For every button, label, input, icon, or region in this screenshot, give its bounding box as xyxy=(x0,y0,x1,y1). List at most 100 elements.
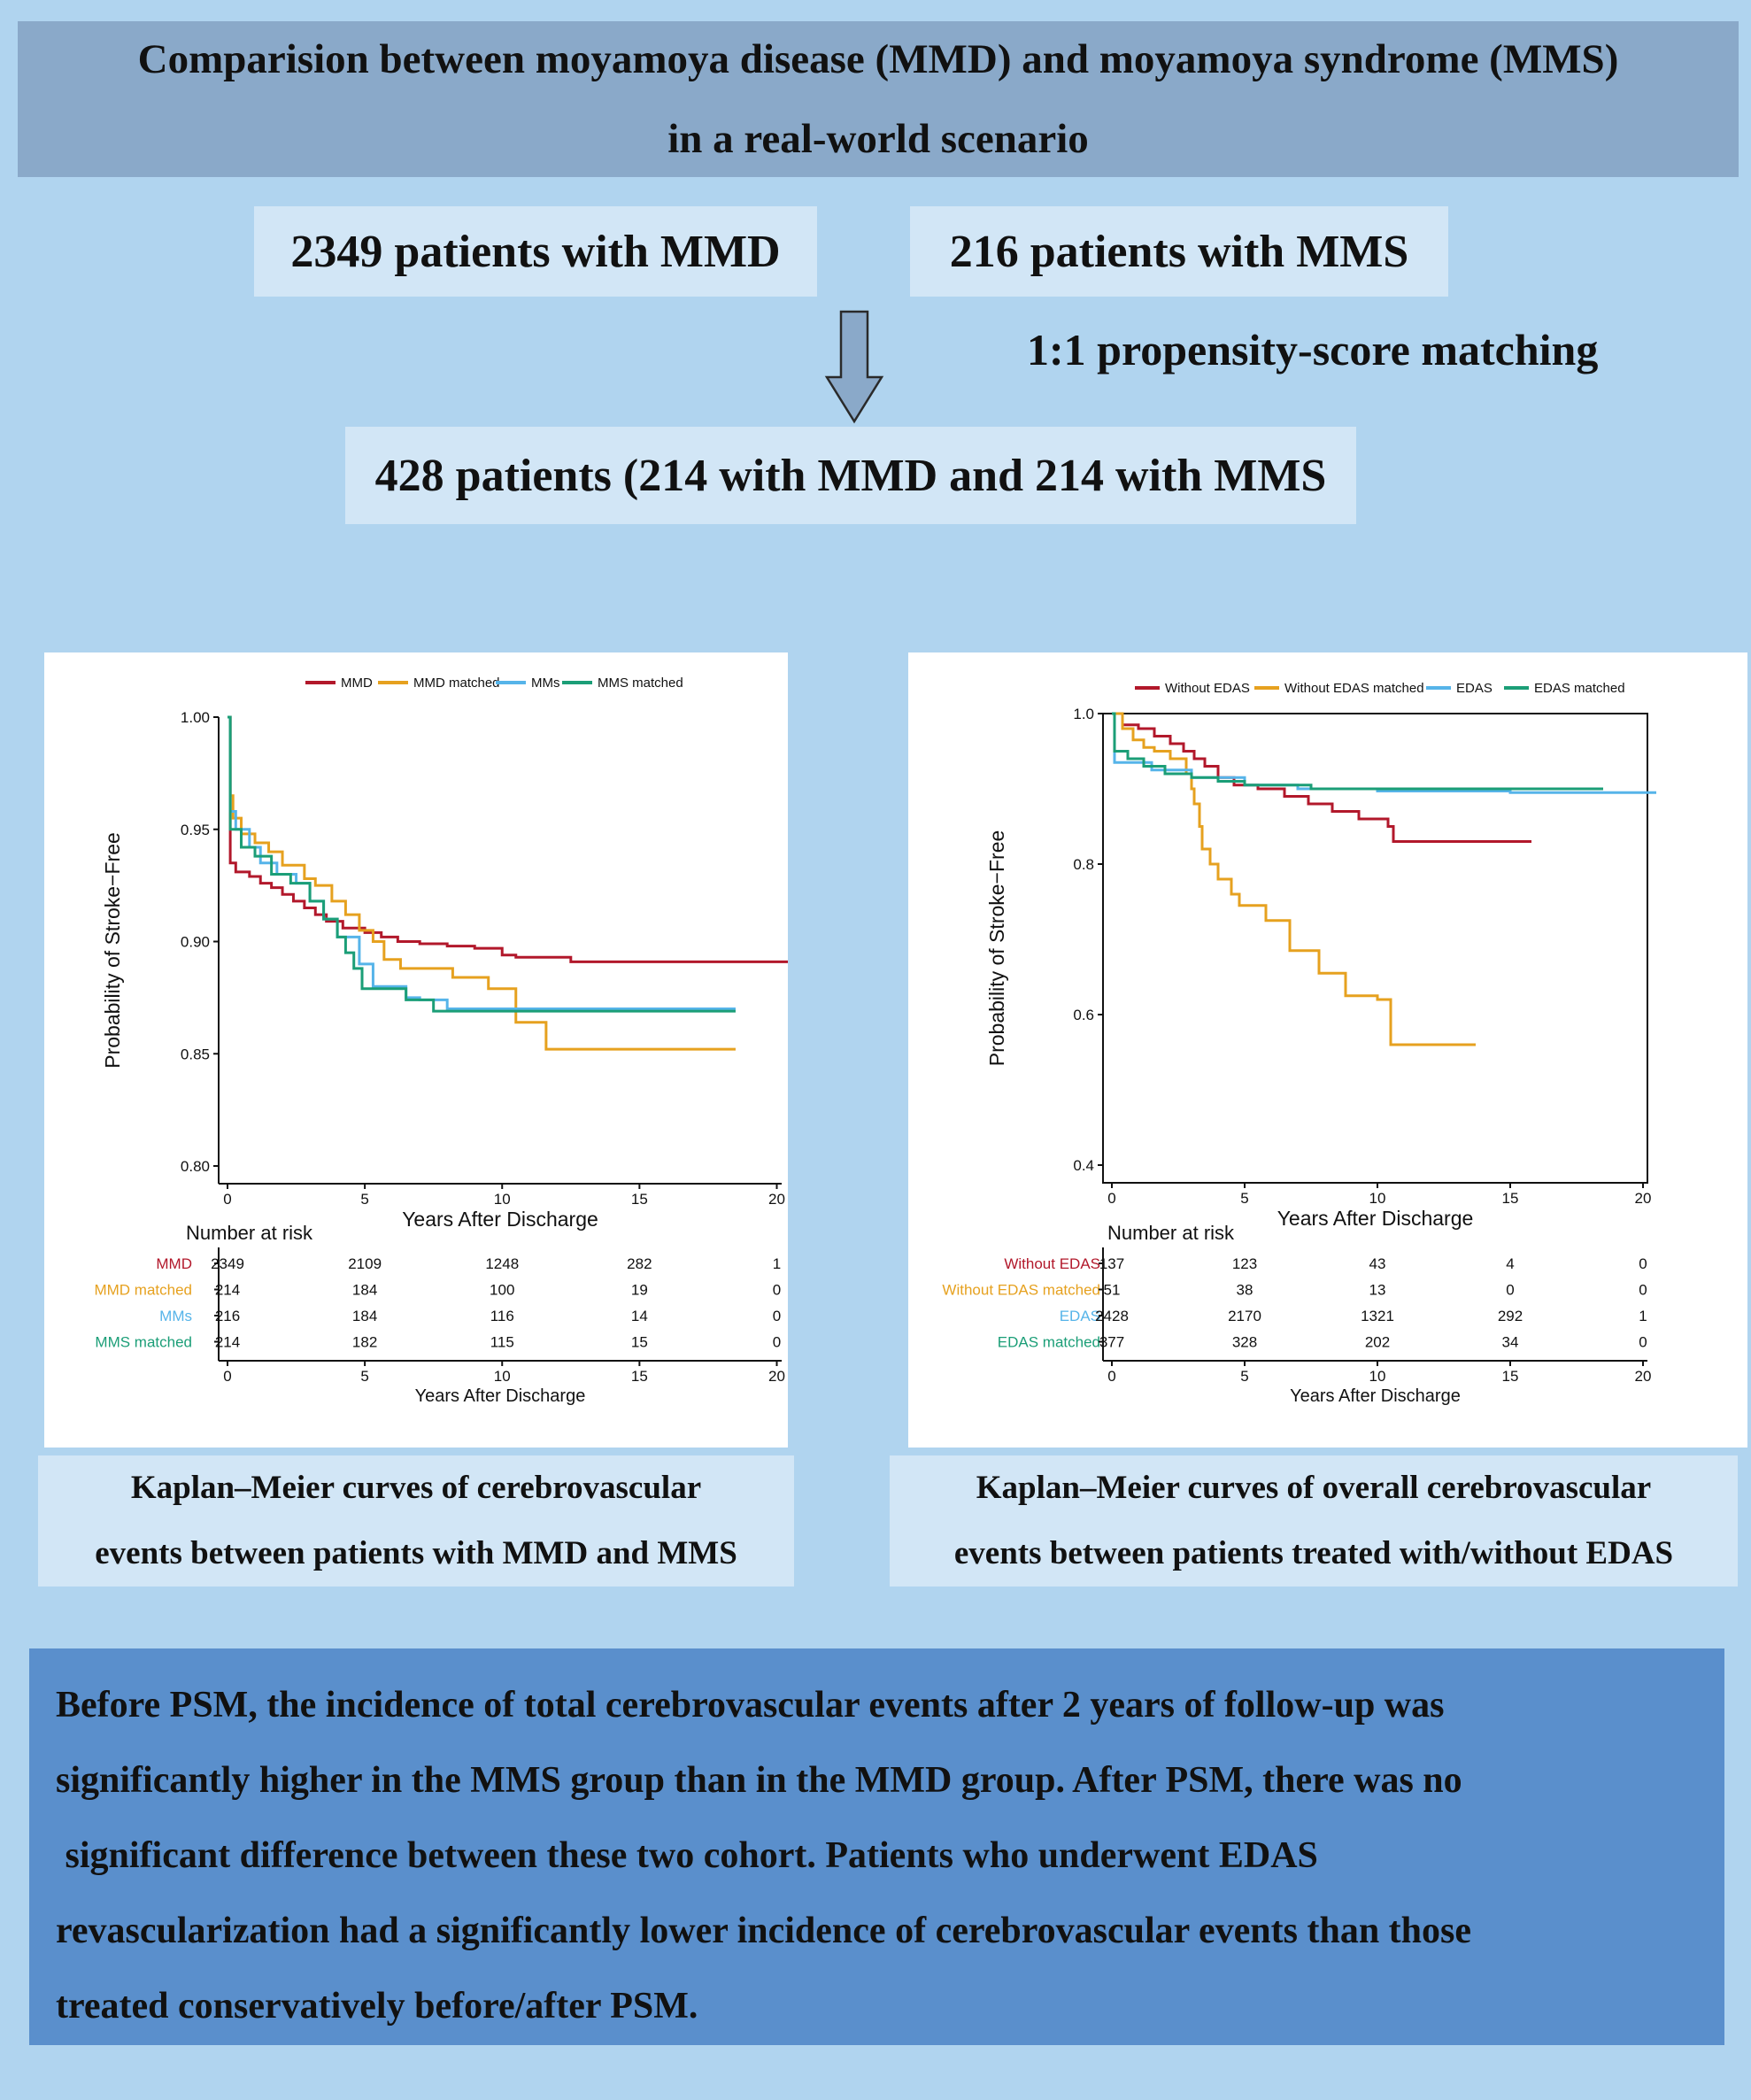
risk-value: 0 xyxy=(1639,1282,1647,1299)
km-curve-edas-matched xyxy=(1112,712,1603,791)
caption-right-line-1: Kaplan–Meier curves of overall cerebrova… xyxy=(976,1470,1652,1506)
risk-value: 123 xyxy=(1232,1255,1257,1272)
risk-value: 0 xyxy=(773,1308,781,1324)
legend-label: Without EDAS matched xyxy=(1284,681,1424,696)
risk-row-label: MMD xyxy=(156,1255,192,1272)
risk-value: 100 xyxy=(490,1282,514,1299)
risk-value: 38 xyxy=(1237,1282,1253,1299)
risk-row-label: MMs xyxy=(159,1308,192,1324)
risk-x-tick-label: 15 xyxy=(1502,1368,1519,1385)
matched-patients-box: 428 patients (214 with MMD and 214 with … xyxy=(345,427,1356,524)
risk-value: 282 xyxy=(627,1255,652,1272)
x-tick-label: 0 xyxy=(223,1191,231,1208)
mmd-patients-box: 2349 patients with MMD xyxy=(254,206,817,297)
x-tick-label: 20 xyxy=(768,1191,785,1208)
risk-x-tick-label: 10 xyxy=(494,1368,511,1385)
plot-frame xyxy=(1102,713,1648,1184)
legend-label: MMD matched xyxy=(413,676,500,691)
risk-x-axis-title: Years After Discharge xyxy=(415,1386,586,1406)
risk-value: 115 xyxy=(490,1334,514,1351)
caption-right-line-2: events between patients treated with/wit… xyxy=(953,1535,1674,1571)
title-line-2: in a real-world scenario xyxy=(667,116,1089,162)
summary-box: Before PSM, the incidence of total cereb… xyxy=(29,1648,1724,2045)
km-curve-without-edas-matched xyxy=(1112,712,1476,1046)
y-tick-label: 0.90 xyxy=(181,934,210,951)
risk-value: 2428 xyxy=(1095,1308,1129,1324)
risk-x-tick-label: 20 xyxy=(768,1368,785,1385)
risk-value: 377 xyxy=(1099,1334,1124,1351)
caption-right: Kaplan–Meier curves of overall cerebrova… xyxy=(890,1455,1738,1587)
risk-row-label: EDAS matched xyxy=(998,1334,1100,1351)
km-chart-mmd-mms: MMD MMD matched MMs MMS matched 0.80 0.85 0.90… xyxy=(44,652,791,1448)
risk-row-label: MMD matched xyxy=(94,1282,192,1299)
y-tick-label: 0.4 xyxy=(1073,1157,1094,1174)
y-tick-label: 1.00 xyxy=(181,709,210,726)
risk-row-label: EDAS xyxy=(1060,1308,1100,1324)
risk-value: 34 xyxy=(1502,1334,1519,1351)
x-tick-label: 10 xyxy=(1369,1190,1386,1207)
km-curve-mms-matched xyxy=(228,715,736,1013)
title-banner: Comparision between moyamoya disease (MM… xyxy=(18,21,1739,177)
caption-left-line-2: events between patients with MMD and MMS xyxy=(95,1535,737,1571)
legend-label: MMs xyxy=(531,676,560,691)
risk-value: 0 xyxy=(773,1334,781,1351)
y-tick-label: 0.80 xyxy=(181,1158,210,1175)
risk-x-axis-title: Years After Discharge xyxy=(1290,1386,1461,1406)
km-chart-edas: Without EDAS Without EDAS matched EDAS EDAS… xyxy=(908,652,1747,1448)
psm-label: 1:1 propensity-score matching xyxy=(1027,325,1599,374)
x-tick-label: 0 xyxy=(1107,1190,1115,1207)
risk-value: 0 xyxy=(773,1282,781,1299)
legend-label: MMD xyxy=(341,676,373,691)
summary-line-4: revascularization had a significantly lo… xyxy=(56,1911,1472,1951)
km-curve-without-edas xyxy=(1112,712,1531,843)
risk-value: 184 xyxy=(352,1308,377,1324)
y-tick-label: 0.95 xyxy=(181,822,210,838)
caption-left-line-1: Kaplan–Meier curves of cerebrovascular xyxy=(130,1470,702,1506)
risk-value: 2349 xyxy=(211,1255,244,1272)
legend-label: EDAS matched xyxy=(1534,681,1625,696)
risk-row-label: Without EDAS matched xyxy=(942,1282,1100,1299)
risk-value: 1321 xyxy=(1361,1308,1394,1324)
x-tick-label: 5 xyxy=(1240,1190,1248,1207)
title-line-1: Comparision between moyamoya disease (MM… xyxy=(137,36,1619,82)
legend-label: MMS matched xyxy=(598,676,683,691)
risk-x-tick-label: 10 xyxy=(1369,1368,1386,1385)
summary-line-2: significantly higher in the MMS group th… xyxy=(56,1760,1462,1801)
risk-value: 184 xyxy=(352,1282,377,1299)
risk-value: 1 xyxy=(773,1255,781,1272)
y-tick-label: 0.6 xyxy=(1073,1007,1094,1023)
x-tick-label: 5 xyxy=(360,1191,368,1208)
risk-value: 216 xyxy=(215,1308,240,1324)
risk-value: 2170 xyxy=(1228,1308,1261,1324)
risk-value: 202 xyxy=(1365,1334,1390,1351)
y-tick-label: 0.8 xyxy=(1073,856,1094,873)
mms-patients-box: 216 patients with MMS xyxy=(910,206,1448,297)
summary-line-5: treated conservatively before/after PSM. xyxy=(56,1986,698,2027)
risk-value: 51 xyxy=(1104,1282,1121,1299)
x-axis-title: Years After Discharge xyxy=(1277,1207,1474,1230)
km-chart-svg-2: Without EDAS Without EDAS matched EDAS EDAS… xyxy=(942,681,1656,1406)
risk-x-tick-label: 20 xyxy=(1635,1368,1652,1385)
risk-x-tick-label: 5 xyxy=(360,1368,368,1385)
y-tick-label: 0.85 xyxy=(181,1046,210,1062)
caption-left: Kaplan–Meier curves of cerebrovascular e… xyxy=(38,1455,794,1587)
summary-line-1: Before PSM, the incidence of total cereb… xyxy=(56,1685,1445,1726)
risk-value: 137 xyxy=(1099,1255,1124,1272)
risk-value: 43 xyxy=(1369,1255,1386,1272)
risk-value: 116 xyxy=(490,1308,514,1324)
km-curve-mms xyxy=(228,715,736,1011)
risk-value: 2109 xyxy=(348,1255,382,1272)
risk-value: 0 xyxy=(1639,1334,1647,1351)
risk-x-tick-label: 5 xyxy=(1240,1368,1248,1385)
risk-value: 214 xyxy=(215,1334,240,1351)
risk-value: 328 xyxy=(1232,1334,1257,1351)
risk-value: 1 xyxy=(1639,1308,1647,1324)
x-tick-label: 15 xyxy=(1502,1190,1519,1207)
risk-value: 13 xyxy=(1369,1282,1386,1299)
risk-value: 182 xyxy=(352,1334,377,1351)
km-chart-svg-1: MMD MMD matched MMs MMS matched 0.80 0.85 0.90… xyxy=(94,676,791,1406)
risk-x-tick-label: 0 xyxy=(223,1368,231,1385)
risk-value: 4 xyxy=(1506,1255,1514,1272)
risk-value: 1248 xyxy=(485,1255,519,1272)
y-axis-title: Probability of Stroke−Free xyxy=(985,830,1008,1067)
